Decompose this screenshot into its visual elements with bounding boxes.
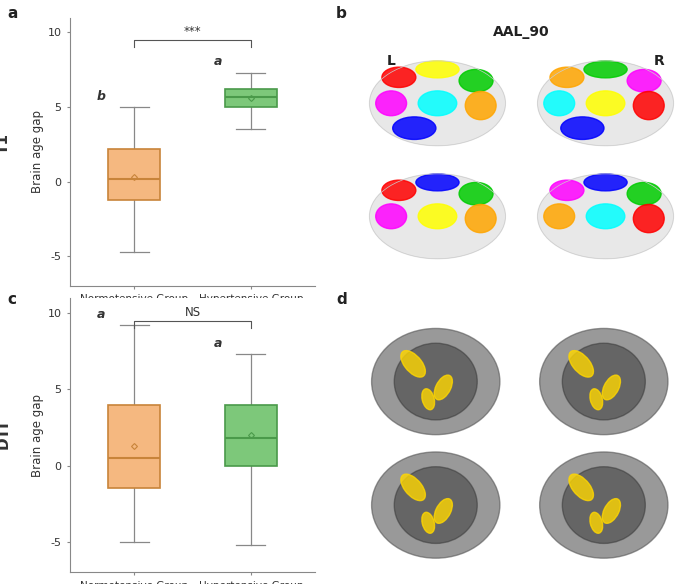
Bar — [225, 89, 277, 107]
Ellipse shape — [586, 91, 625, 116]
Ellipse shape — [584, 61, 627, 78]
Ellipse shape — [538, 61, 673, 145]
Ellipse shape — [394, 467, 477, 544]
Ellipse shape — [370, 174, 505, 259]
Ellipse shape — [634, 92, 664, 120]
Ellipse shape — [418, 91, 457, 116]
Text: d: d — [336, 292, 346, 307]
Ellipse shape — [370, 61, 505, 145]
Ellipse shape — [550, 67, 584, 88]
Text: c: c — [7, 292, 16, 307]
Ellipse shape — [401, 350, 426, 377]
Text: NS: NS — [184, 306, 201, 319]
Ellipse shape — [459, 182, 493, 205]
Ellipse shape — [540, 328, 668, 434]
Text: AAL_90: AAL_90 — [494, 26, 550, 39]
Text: L: L — [386, 54, 395, 68]
Ellipse shape — [416, 174, 459, 191]
Ellipse shape — [538, 174, 673, 259]
Ellipse shape — [540, 452, 668, 558]
Ellipse shape — [586, 204, 625, 229]
Ellipse shape — [416, 61, 459, 78]
Ellipse shape — [418, 204, 457, 229]
Bar — [108, 405, 160, 488]
Bar — [225, 405, 277, 465]
Y-axis label: Brain age gap: Brain age gap — [31, 110, 43, 193]
Text: R: R — [653, 54, 664, 68]
Ellipse shape — [466, 204, 496, 232]
Ellipse shape — [459, 69, 493, 92]
Ellipse shape — [569, 350, 594, 377]
Ellipse shape — [434, 375, 452, 400]
Ellipse shape — [394, 343, 477, 420]
Ellipse shape — [602, 375, 620, 400]
Ellipse shape — [382, 67, 416, 88]
Bar — [108, 149, 160, 200]
Ellipse shape — [401, 474, 426, 500]
Ellipse shape — [590, 389, 603, 410]
Ellipse shape — [590, 512, 603, 533]
Text: a: a — [97, 308, 106, 321]
Ellipse shape — [569, 474, 594, 500]
Ellipse shape — [382, 180, 416, 200]
Ellipse shape — [561, 117, 604, 140]
Ellipse shape — [584, 174, 627, 191]
Ellipse shape — [372, 452, 500, 558]
Ellipse shape — [627, 69, 661, 92]
Ellipse shape — [602, 499, 620, 523]
Ellipse shape — [562, 467, 645, 544]
Ellipse shape — [422, 512, 435, 533]
Ellipse shape — [466, 92, 496, 120]
Ellipse shape — [434, 499, 452, 523]
Ellipse shape — [544, 204, 575, 229]
Text: T1: T1 — [0, 133, 11, 154]
Ellipse shape — [372, 328, 500, 434]
Ellipse shape — [422, 389, 435, 410]
Ellipse shape — [627, 182, 661, 205]
Ellipse shape — [376, 204, 407, 229]
Ellipse shape — [634, 204, 664, 232]
Ellipse shape — [376, 91, 407, 116]
Text: b: b — [336, 6, 347, 21]
Ellipse shape — [550, 180, 584, 200]
Text: a: a — [214, 55, 222, 68]
Ellipse shape — [562, 343, 645, 420]
Text: ***: *** — [183, 26, 202, 39]
Text: DTI: DTI — [0, 420, 11, 450]
Text: a: a — [214, 337, 222, 350]
Y-axis label: Brain age gap: Brain age gap — [31, 394, 43, 477]
Ellipse shape — [544, 91, 575, 116]
Text: JHU-ICBM-tracts-prob-2mm（20）: JHU-ICBM-tracts-prob-2mm（20） — [428, 314, 615, 324]
Text: a: a — [7, 6, 18, 21]
Text: b: b — [97, 89, 106, 103]
Ellipse shape — [393, 117, 436, 140]
